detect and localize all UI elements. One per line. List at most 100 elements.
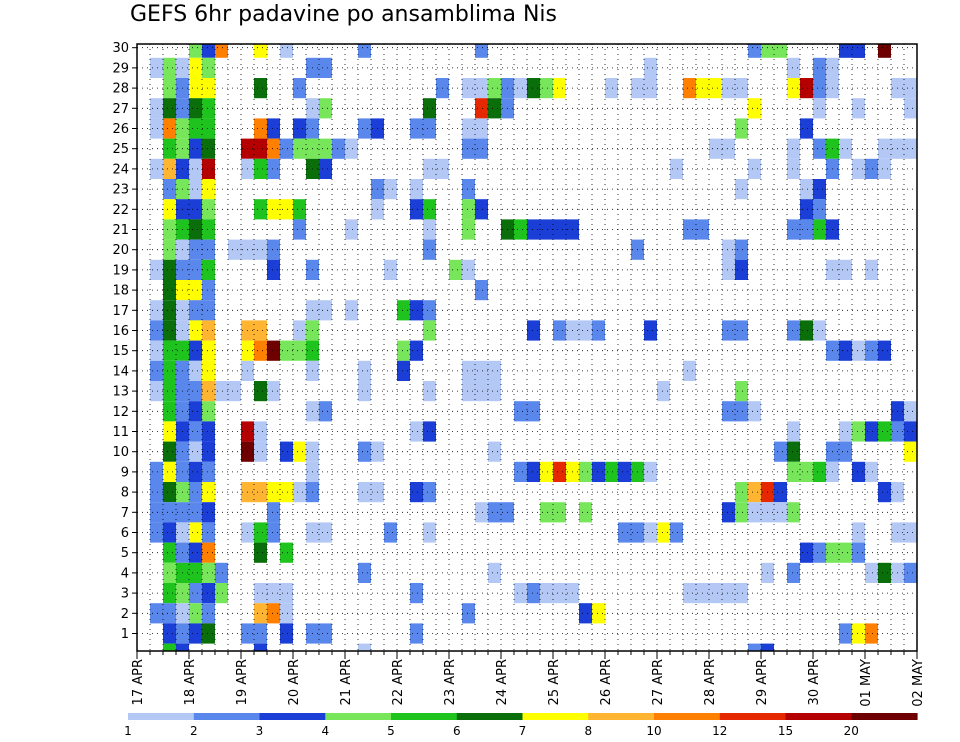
heatmap-cell (514, 583, 527, 604)
heatmap-cell (293, 482, 306, 503)
heatmap-cell (189, 522, 202, 543)
heatmap-cell (267, 158, 280, 179)
x-tick-label: 29 APR (755, 659, 770, 705)
heatmap-cell (410, 179, 423, 200)
heatmap-cell (150, 502, 163, 523)
heatmap-cell (735, 118, 748, 139)
heatmap-cell (176, 643, 189, 651)
heatmap-cell (280, 44, 293, 58)
heatmap-cell (306, 300, 332, 321)
heatmap-cell (839, 421, 852, 442)
heatmap-cell (241, 138, 267, 159)
heatmap-cell (865, 461, 878, 482)
legend-label: 6 (453, 724, 461, 738)
legend-swatch (391, 713, 458, 720)
heatmap-cell (202, 482, 215, 503)
legend-swatch (588, 713, 655, 720)
y-tick-label: 8 (121, 486, 129, 501)
heatmap-cell (189, 562, 202, 583)
heatmap-cell (748, 643, 761, 651)
legend-swatch (128, 713, 195, 720)
heatmap-cell (410, 482, 423, 503)
x-tick-label: 17 APR (131, 659, 146, 705)
heatmap-cell (163, 300, 176, 321)
heatmap-cell (202, 401, 215, 422)
heatmap-cell (410, 623, 423, 644)
heatmap-cell (306, 57, 332, 78)
heatmap-cell (644, 461, 657, 482)
heatmap-cell (878, 158, 891, 179)
heatmap-cell (293, 219, 306, 240)
heatmap-cell (579, 603, 592, 624)
legend-swatch (325, 713, 392, 720)
heatmap-cell (878, 44, 891, 58)
x-tick-label: 30 APR (807, 659, 822, 705)
y-tick-label: 24 (112, 162, 129, 177)
heatmap-cell (202, 259, 215, 280)
heatmap-cell (410, 340, 423, 361)
heatmap-cell (163, 623, 176, 644)
y-tick-label: 1 (121, 627, 129, 642)
heatmap-cell (878, 421, 891, 442)
heatmap-cell (423, 522, 436, 543)
heatmap-cell (800, 320, 813, 341)
heatmap-cell (618, 522, 644, 543)
heatmap-cell (163, 320, 176, 341)
y-tick-label: 7 (121, 506, 129, 521)
heatmap-cell (657, 381, 670, 402)
y-axis: 1234567891011121314151617181920212223242… (112, 41, 137, 642)
heatmap-cell (410, 583, 423, 604)
heatmap-cell (202, 57, 215, 78)
heatmap-cell (189, 219, 202, 240)
heatmap-cell (150, 57, 163, 78)
heatmap-cell (163, 57, 176, 78)
y-tick-label: 23 (112, 183, 129, 198)
heatmap-cell (189, 623, 202, 644)
y-tick-label: 9 (121, 465, 129, 480)
heatmap-cell (163, 522, 176, 543)
heatmap-cell (462, 199, 475, 220)
heatmap-cell (904, 421, 917, 442)
heatmap-cell (813, 199, 826, 220)
heatmap-cell (553, 78, 566, 99)
heatmap-cell (865, 259, 878, 280)
legend-label: 12 (712, 724, 727, 738)
heatmap-cell (189, 138, 202, 159)
legend-label: 20 (844, 724, 859, 738)
heatmap-cell (254, 381, 267, 402)
y-tick-label: 3 (121, 587, 129, 602)
legend-swatch (522, 713, 589, 720)
heatmap-cell (189, 57, 202, 78)
legend-swatch (719, 713, 787, 720)
heatmap-cell (254, 603, 267, 624)
heatmap-cell (150, 259, 163, 280)
heatmap-cell (852, 158, 865, 179)
heatmap-cell (163, 259, 176, 280)
heatmap-cell (189, 158, 202, 179)
heatmap-cell (540, 583, 579, 604)
heatmap-cell (566, 320, 592, 341)
heatmap-cell (800, 78, 813, 99)
heatmap-cell (163, 118, 176, 139)
heatmap-cell (202, 199, 215, 220)
heatmap-cell (462, 219, 475, 240)
heatmap-cell (423, 158, 449, 179)
heatmap-cell (462, 259, 475, 280)
heatmap-cell (345, 300, 358, 321)
heatmap-cell (150, 381, 163, 402)
heatmap-cell (150, 118, 163, 139)
legend-swatch (785, 713, 852, 720)
heatmap-cell (163, 239, 176, 260)
x-tick-label: 28 APR (703, 659, 718, 705)
heatmap-cell (462, 179, 475, 200)
heatmap-cell (423, 320, 436, 341)
heatmap-cell (163, 562, 176, 583)
heatmap-cell (189, 603, 202, 624)
y-tick-label: 20 (112, 243, 129, 258)
heatmap-cell (163, 219, 176, 240)
heatmap-cell (839, 623, 852, 644)
heatmap-cell (202, 441, 215, 462)
y-tick-label: 10 (112, 445, 129, 460)
heatmap-cell (813, 98, 826, 119)
heatmap-cell (839, 138, 852, 159)
